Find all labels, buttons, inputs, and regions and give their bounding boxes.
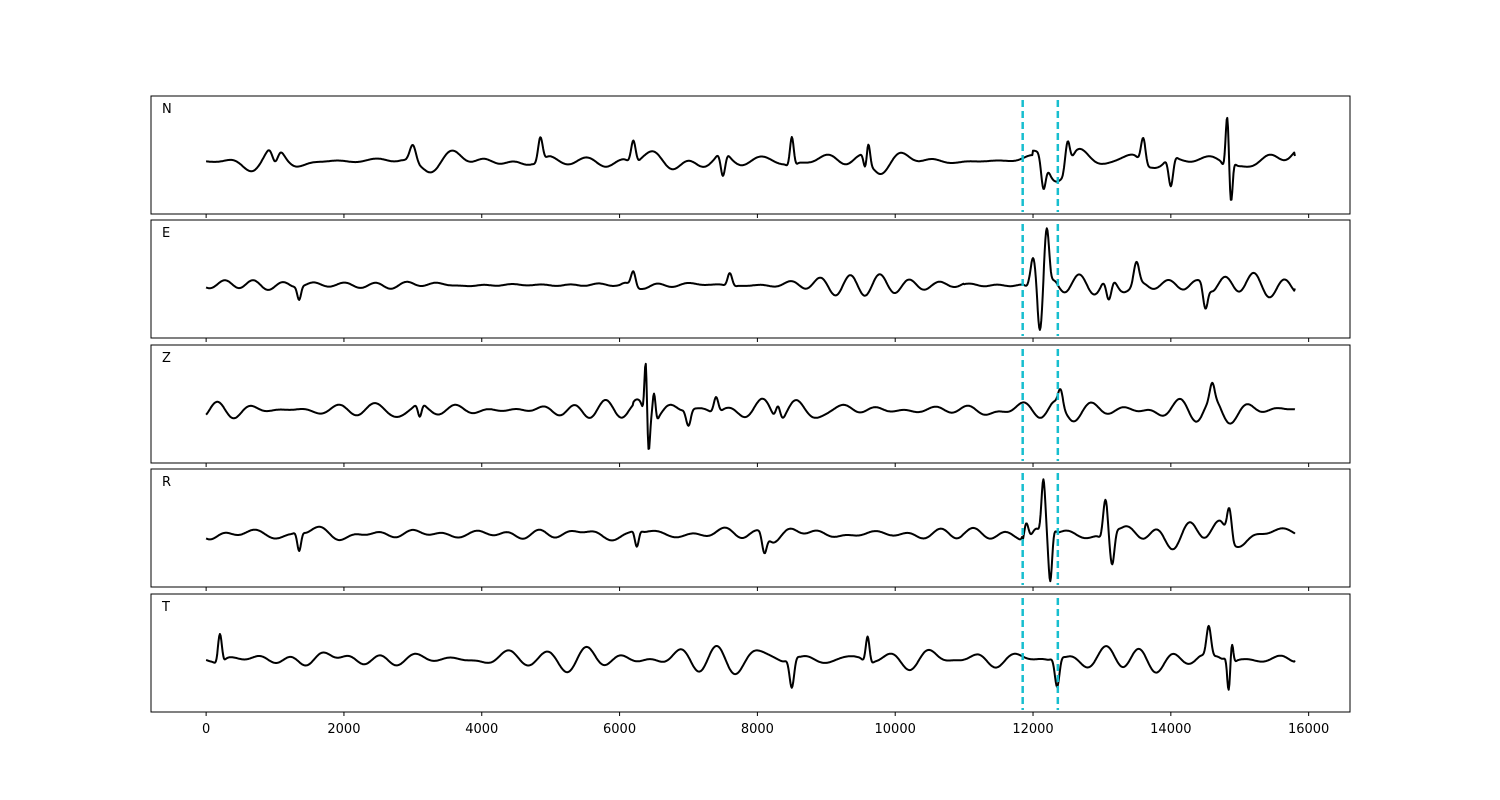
- x-tick-label: 8000: [741, 722, 774, 737]
- panels-group: N E Z R T: [150, 95, 1351, 716]
- x-tick-label: 0: [202, 722, 210, 737]
- x-tick-label: 16000: [1288, 722, 1329, 737]
- x-axis: 0 2000 4000 6000 8000 10000 12000 14000 16000: [202, 722, 1329, 737]
- panel-frame: [150, 219, 1351, 339]
- x-tick-label: 2000: [327, 722, 360, 737]
- x-tick-label: 4000: [465, 722, 498, 737]
- panel-t: T: [150, 593, 1351, 716]
- panel-label-e: E: [162, 226, 170, 241]
- panel-label-r: R: [162, 475, 171, 490]
- panel-n: N: [150, 95, 1351, 218]
- x-tick-label: 14000: [1150, 722, 1191, 737]
- panel-label-n: N: [162, 102, 172, 117]
- x-tick-label: 10000: [875, 722, 916, 737]
- trace-r: [205, 478, 1296, 583]
- trace-e: [205, 227, 1296, 331]
- x-tick-label: 6000: [603, 722, 636, 737]
- x-tick-label: 12000: [1012, 722, 1053, 737]
- trace-t: [205, 624, 1296, 691]
- panel-frame: [150, 344, 1351, 464]
- panel-frame: [150, 593, 1351, 713]
- trace-n: [205, 116, 1296, 201]
- panel-frame: [150, 468, 1351, 588]
- panel-frame: [150, 95, 1351, 215]
- panel-label-t: T: [161, 600, 170, 615]
- trace-z: [205, 362, 1296, 450]
- panel-z: Z: [150, 344, 1351, 467]
- panel-e: E: [150, 219, 1351, 342]
- panel-r: R: [150, 468, 1351, 591]
- panel-label-z: Z: [162, 351, 171, 366]
